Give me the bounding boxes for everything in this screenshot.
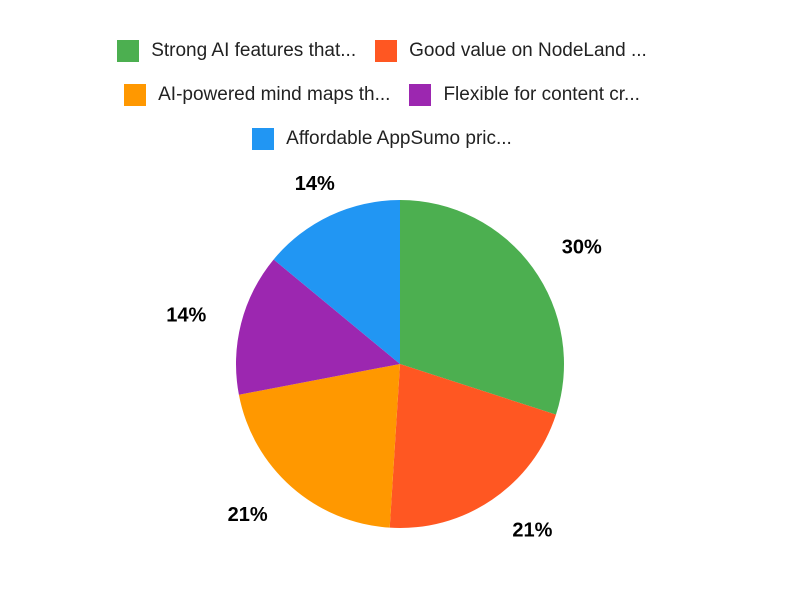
legend-item-strong-ai[interactable]: Strong AI features that...: [117, 40, 356, 62]
slice-percent-label-0: 30%: [562, 236, 602, 258]
legend-swatch-purple: [409, 84, 432, 106]
legend-row-2: AI-powered mind maps th... Flexible for …: [20, 84, 744, 106]
legend-item-flexible[interactable]: Flexible for content cr...: [409, 84, 640, 106]
legend-swatch-blue: [252, 128, 275, 150]
legend-item-ai-powered[interactable]: AI-powered mind maps th...: [124, 84, 390, 106]
chart-legend: Strong AI features that... Good value on…: [20, 40, 744, 150]
legend-label: Affordable AppSumo pric...: [286, 128, 512, 149]
legend-row-3: Affordable AppSumo pric...: [20, 128, 744, 150]
legend-row-1: Strong AI features that... Good value on…: [20, 40, 744, 62]
pie-slice-1[interactable]: [389, 364, 556, 529]
legend-item-good-value[interactable]: Good value on NodeLand ...: [375, 40, 647, 62]
legend-swatch-orange: [124, 84, 147, 106]
slice-percent-label-2: 21%: [228, 504, 268, 526]
pie-slice-3[interactable]: [235, 259, 400, 395]
legend-label: Flexible for content cr...: [443, 84, 640, 105]
legend-label: AI-powered mind maps th...: [158, 84, 391, 105]
slice-percent-label-3: 14%: [166, 304, 206, 326]
pie-slice-2[interactable]: [238, 364, 400, 528]
legend-item-affordable[interactable]: Affordable AppSumo pric...: [252, 128, 512, 150]
legend-swatch-deep-orange: [375, 40, 398, 62]
slice-percent-label-4: 14%: [295, 173, 335, 195]
legend-label: Good value on NodeLand ...: [409, 40, 647, 61]
legend-swatch-green: [117, 40, 140, 62]
pie-slice-0[interactable]: [400, 200, 564, 415]
slice-percent-label-1: 21%: [512, 519, 552, 541]
pie-slice-4[interactable]: [273, 200, 400, 364]
legend-label: Strong AI features that...: [151, 40, 357, 61]
